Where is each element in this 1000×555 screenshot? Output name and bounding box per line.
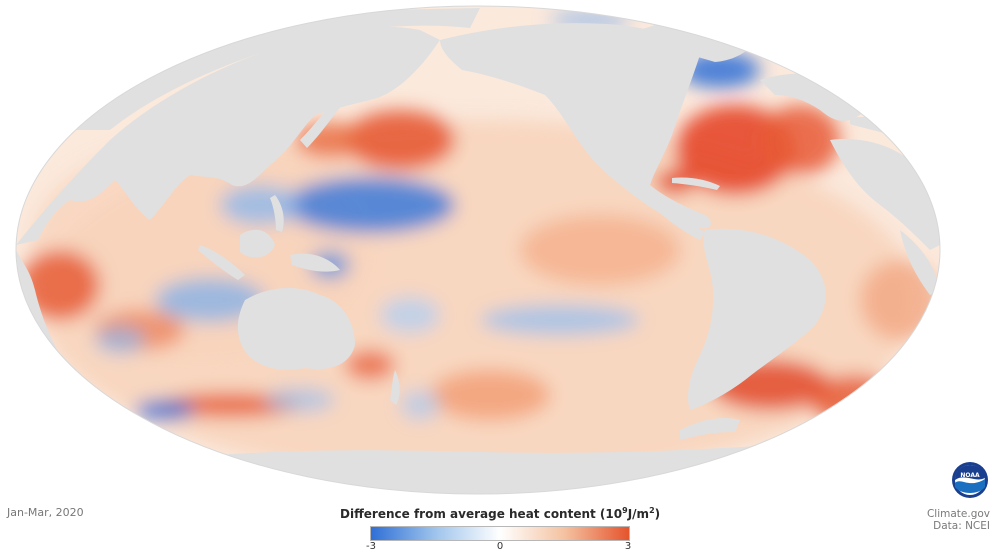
period-label: Jan-Mar, 2020 [7, 506, 84, 519]
land-new-guinea [290, 253, 340, 272]
noaa-logo-text: NOAA [960, 472, 980, 479]
noaa-logo-icon: NOAA [951, 461, 989, 499]
land-africa [16, 250, 70, 372]
land-australia [237, 288, 355, 370]
legend-title-units-exponent: 2 [649, 506, 655, 515]
land-africa-south [900, 230, 940, 295]
legend-title-prefix: Difference from average heat content (10 [340, 507, 623, 521]
land-central-america [645, 190, 705, 240]
land-antarctic-peninsula [680, 418, 740, 440]
land-asia [16, 26, 440, 245]
globe-outline [15, 5, 941, 495]
land-south-america [688, 228, 826, 410]
land-philippines [270, 195, 284, 232]
land-borneo [240, 229, 275, 258]
land-new-zealand [390, 370, 400, 405]
land-north-america [440, 23, 712, 229]
legend-title: Difference from average heat content (10… [340, 506, 660, 521]
legend-title-suffix: ) [654, 507, 661, 521]
color-legend: Difference from average heat content (10… [340, 506, 660, 552]
heat-content-map [15, 5, 941, 495]
credit-source-site: Climate.gov [926, 508, 990, 520]
legend-tick-min: -3 [366, 541, 376, 552]
legend-title-exponent: 9 [622, 506, 628, 515]
credit-data-source: Data: NCEI [933, 520, 990, 532]
world-map-svg [15, 5, 941, 495]
credits: Climate.gov Data: NCEI [927, 508, 990, 532]
legend-tick-mid: 0 [496, 541, 504, 552]
legend-tick-max: 3 [624, 541, 632, 552]
land-cuba [672, 177, 720, 190]
land-sumatra [198, 245, 245, 280]
legend-color-bar [370, 526, 630, 541]
land-japan [300, 100, 342, 148]
legend-title-units: J/m [627, 507, 650, 521]
